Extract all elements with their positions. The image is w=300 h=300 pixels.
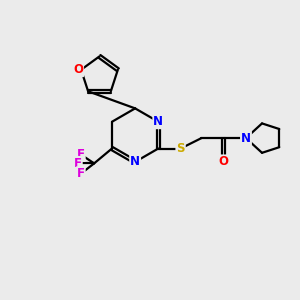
Text: N: N [153, 115, 163, 128]
Text: F: F [77, 167, 85, 180]
Text: F: F [77, 148, 85, 161]
Text: O: O [73, 63, 83, 76]
Text: N: N [130, 155, 140, 168]
Text: O: O [219, 155, 229, 168]
Text: S: S [176, 142, 185, 155]
Text: N: N [241, 132, 251, 145]
Text: F: F [74, 157, 82, 170]
